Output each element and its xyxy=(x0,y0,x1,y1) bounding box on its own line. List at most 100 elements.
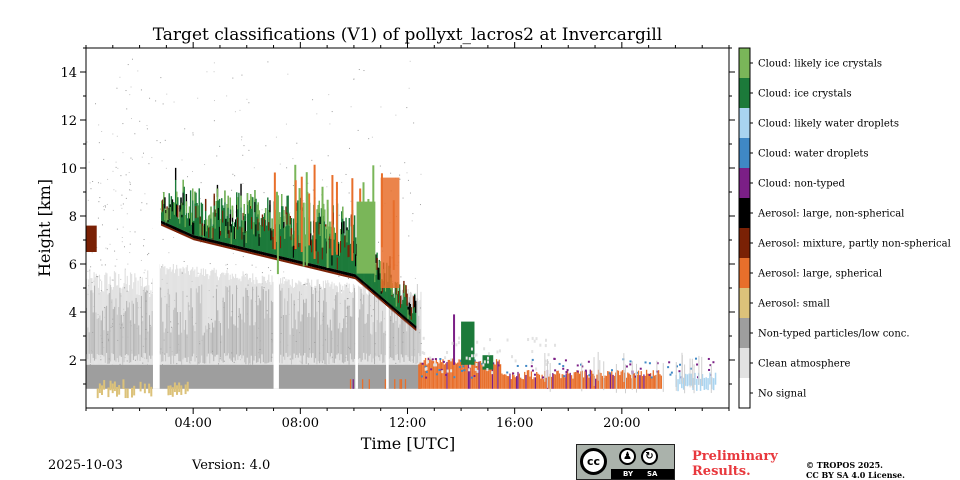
aerosol-base-line xyxy=(244,247,247,251)
low-cloud-speckle xyxy=(427,357,430,360)
non-typed-column xyxy=(100,320,102,355)
clean-atmosphere-column xyxy=(183,268,185,365)
aerosol-base-line xyxy=(208,238,210,242)
cc-sa-label: SA xyxy=(647,470,658,478)
ice-crystal-column xyxy=(346,230,348,273)
mixture-base-fringe xyxy=(337,273,340,276)
non-typed-column xyxy=(347,305,349,361)
spherical-aerosol-column xyxy=(505,374,507,389)
noise-speckle xyxy=(345,315,347,317)
low-cloud-speckle xyxy=(588,374,591,377)
noise-speckle xyxy=(87,199,89,201)
noise-speckle xyxy=(303,284,305,286)
low-cloud-speckle xyxy=(542,376,545,379)
aerosol-base-line xyxy=(231,244,234,248)
low-cloud-speckle xyxy=(420,375,423,378)
likely-water-column xyxy=(690,373,692,386)
aerosol-base-line xyxy=(206,238,208,242)
non-typed-column xyxy=(248,296,250,365)
aerosol-base-line xyxy=(334,269,337,273)
ice-crystal-column xyxy=(353,215,356,275)
ice-crystal-column xyxy=(394,281,397,309)
aerosol-base-line xyxy=(404,316,406,320)
aerosol-base-line xyxy=(203,237,206,241)
aerosol-base-line xyxy=(372,289,374,293)
spherical-aerosol-column xyxy=(479,361,482,389)
clean-patch xyxy=(531,336,534,340)
aerosol-base-line xyxy=(285,257,287,261)
aerosol-base-line xyxy=(267,253,269,257)
aerosol-streak xyxy=(317,251,319,264)
aerosol-base-line xyxy=(196,235,198,239)
low-cloud-speckle xyxy=(689,367,692,370)
non-typed-column xyxy=(372,322,374,359)
likely-water-column xyxy=(692,377,694,390)
noise-speckle xyxy=(346,307,348,309)
likely-ice-fringe xyxy=(202,225,205,238)
aerosol-base-line xyxy=(183,230,185,234)
ice-crystal-column xyxy=(269,204,271,254)
noise-speckle xyxy=(87,285,89,287)
clean-atmosphere-column xyxy=(204,269,207,365)
low-cloud-speckle xyxy=(430,368,433,371)
non-typed-column xyxy=(232,294,234,362)
cc-by-label: BY xyxy=(623,470,634,478)
likely-ice-fringe xyxy=(304,234,307,247)
likely-ice-fringe xyxy=(208,215,210,228)
noise-speckle xyxy=(331,356,333,358)
non-typed-column xyxy=(345,327,347,356)
clean-patch xyxy=(433,363,436,367)
low-cloud-speckle xyxy=(625,365,628,368)
streak-column xyxy=(308,193,311,246)
noise-speckle xyxy=(129,182,131,184)
mixture-base-fringe xyxy=(294,262,297,265)
mixture-base-fringe xyxy=(223,245,225,248)
ice-crystal-column xyxy=(403,284,405,316)
mixture-base-fringe xyxy=(241,249,243,252)
ice-crystal-column xyxy=(288,213,290,259)
aerosol-base-line xyxy=(163,221,165,225)
likely-ice-fringe xyxy=(251,196,253,209)
ice-crystal-column xyxy=(261,220,264,252)
noise-speckle xyxy=(408,87,410,89)
noise-speckle xyxy=(139,120,141,122)
low-cloud-speckle xyxy=(563,375,566,378)
mixture-base-fringe xyxy=(378,297,380,300)
spherical-aerosol-column xyxy=(442,359,444,389)
ice-crystal-column xyxy=(170,196,173,226)
mixture-base-fringe xyxy=(193,238,195,241)
clean-patch xyxy=(475,363,478,367)
aerosol-streak xyxy=(283,216,285,229)
noise-speckle xyxy=(338,214,340,216)
spherical-aerosol-column xyxy=(453,363,455,389)
low-cloud-speckle xyxy=(425,370,428,373)
spherical-aerosol-column xyxy=(533,377,535,389)
noise-speckle xyxy=(90,188,92,190)
y-tick-label: 8 xyxy=(69,210,77,225)
colorbar-swatch xyxy=(739,198,750,228)
noise-speckle xyxy=(258,352,260,354)
mixture-base-fringe xyxy=(162,224,164,227)
noise-speckle xyxy=(171,326,173,328)
late-clean-streak xyxy=(710,364,712,393)
noise-speckle xyxy=(166,93,168,95)
mixture-base-fringe xyxy=(161,223,163,226)
noise-speckle xyxy=(307,363,309,365)
non-typed-column xyxy=(408,297,410,361)
aerosol-base-line xyxy=(317,265,319,269)
aerosol-base-line xyxy=(270,253,272,257)
aerosol-streak xyxy=(228,226,230,239)
clean-atmosphere-column xyxy=(142,290,144,365)
noise-speckle xyxy=(100,356,102,358)
aerosol-base-line xyxy=(322,266,325,270)
ice-crystal-column xyxy=(258,210,260,252)
noise-speckle xyxy=(270,269,272,271)
clean-atmosphere-column xyxy=(203,275,206,365)
non-typed-column xyxy=(103,330,105,357)
non-typed-column xyxy=(282,315,284,357)
clean-atmosphere-column xyxy=(164,266,166,365)
noise-speckle xyxy=(231,352,233,354)
aerosol-base-line xyxy=(398,311,401,315)
noise-speckle xyxy=(360,299,362,301)
mixture-base-fringe xyxy=(184,234,186,237)
